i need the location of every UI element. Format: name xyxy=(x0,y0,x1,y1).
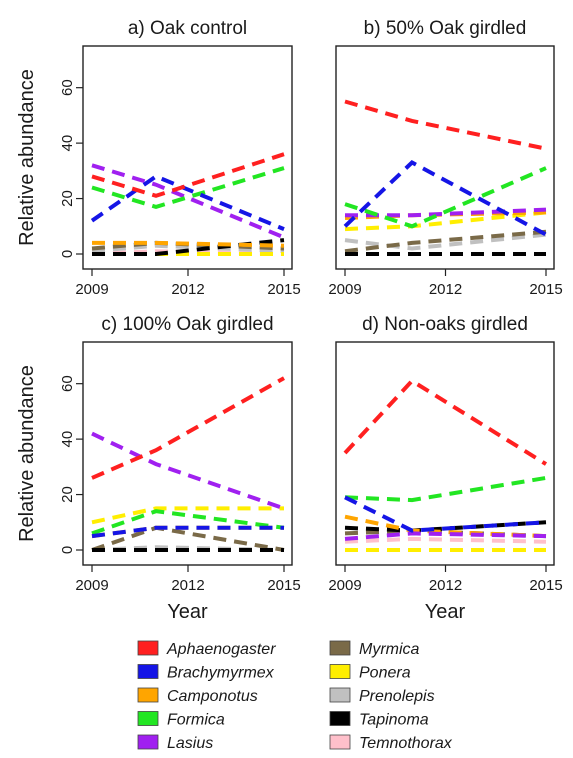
x-tick-label: 2009 xyxy=(75,281,108,298)
panel-title: d) Non-oaks girdled xyxy=(362,314,528,335)
legend-label-formica: Formica xyxy=(167,712,225,729)
y-tick-label: 20 xyxy=(59,190,76,207)
legend-swatch-myrmica xyxy=(329,640,351,656)
x-tick-label: 2012 xyxy=(429,577,462,594)
plot-frame xyxy=(82,45,293,270)
legend-label-temnothorax: Temnothorax xyxy=(359,735,453,752)
legend-label-tapinoma: Tapinoma xyxy=(359,712,429,729)
legend-swatch-formica xyxy=(137,711,159,726)
x-axis-label: Year xyxy=(425,601,466,623)
legend-label-lasius: Lasius xyxy=(167,735,213,752)
x-tick-label: 2009 xyxy=(75,577,108,594)
series-line-formica xyxy=(344,166,547,229)
series-line-lasius xyxy=(91,163,285,240)
panel-title: a) Oak control xyxy=(128,18,247,39)
legend-label-brachymyrmex: Brachymyrmex xyxy=(167,665,275,682)
series-line-brachymyrmex xyxy=(91,525,284,539)
y-tick-label: 0 xyxy=(59,546,76,554)
x-tick-label: 2015 xyxy=(267,281,300,298)
series-line-lasius xyxy=(344,531,547,541)
series-line-formica xyxy=(91,509,285,536)
y-tick-label: 60 xyxy=(59,79,76,96)
x-tick-label: 2012 xyxy=(171,281,204,298)
series-line-prenolepis xyxy=(344,232,547,251)
panel-title: b) 50% Oak girdled xyxy=(364,18,527,39)
y-tick-label: 40 xyxy=(59,431,76,448)
legend: Aphaenogaster Brachymyrmex Camponotus Formi… xyxy=(137,640,453,752)
series-line-brachymyrmex xyxy=(90,174,285,231)
series-line-camponotus xyxy=(92,240,285,248)
series-line-aphaenogaster xyxy=(91,152,285,198)
legend-swatch-tapinoma xyxy=(329,711,351,726)
series-line-aphaenogaster xyxy=(344,99,547,151)
legend-swatch-prenolepis xyxy=(329,687,351,703)
series-line-brachymyrmex xyxy=(343,160,547,237)
x-tick-label: 2015 xyxy=(267,577,300,594)
x-tick-label: 2015 xyxy=(529,577,562,594)
y-tick-label: 0 xyxy=(59,250,76,258)
series-line-temnothorax xyxy=(344,536,547,544)
legend-label-camponotus: Camponotus xyxy=(167,688,258,705)
series-line-lasius xyxy=(91,431,285,511)
x-tick-label: 2009 xyxy=(328,281,361,298)
legend-label-ponera: Ponera xyxy=(359,665,411,682)
x-tick-label: 2015 xyxy=(529,281,562,298)
y-tick-label: 40 xyxy=(59,135,76,152)
y-tick-label: 60 xyxy=(59,375,76,392)
legend-label-aphaenogaster: Aphaenogaster xyxy=(166,641,276,658)
legend-label-prenolepis: Prenolepis xyxy=(359,688,435,705)
x-tick-label: 2012 xyxy=(171,577,204,594)
legend-swatch-aphaenogaster xyxy=(137,640,159,656)
series-line-brachymyrmex xyxy=(344,495,547,533)
panel-2: b) 50% Oak girdled 2009 2012 2015 xyxy=(328,18,562,298)
x-tick-label: 2009 xyxy=(328,577,361,594)
panel-1: a) Oak control 2009 2012 2015 0 20 40 60 Relativ… xyxy=(16,18,301,298)
legend-swatch-camponotus xyxy=(137,687,159,703)
x-axis-label: Year xyxy=(167,601,208,623)
legend-swatch-temnothorax xyxy=(329,734,351,750)
legend-label-myrmica: Myrmica xyxy=(359,641,420,658)
x-tick-label: 2012 xyxy=(429,281,462,298)
y-axis-label: Relative abundance xyxy=(16,69,38,246)
y-axis-label: Relative abundance xyxy=(16,365,38,542)
y-tick-label: 20 xyxy=(59,486,76,503)
panel-3: c) 100% Oak girdled 2009 2012 2015 0 20 40 60 Re… xyxy=(16,314,301,623)
series-line-aphaenogaster xyxy=(343,378,548,466)
series-line-prenolepis xyxy=(91,243,285,254)
series-line-myrmica xyxy=(344,229,547,254)
legend-swatch-ponera xyxy=(329,664,351,679)
legend-swatch-brachymyrmex xyxy=(137,664,159,679)
series-line-formica xyxy=(344,475,547,503)
series-line-formica xyxy=(91,166,285,209)
series-line-aphaenogaster xyxy=(91,376,285,480)
legend-swatch-lasius xyxy=(137,734,159,750)
panel-4: d) Non-oaks girdled 2009 2012 2015 Year xyxy=(328,314,562,623)
panel-title: c) 100% Oak girdled xyxy=(101,314,273,335)
series-line-ponera xyxy=(91,506,284,525)
